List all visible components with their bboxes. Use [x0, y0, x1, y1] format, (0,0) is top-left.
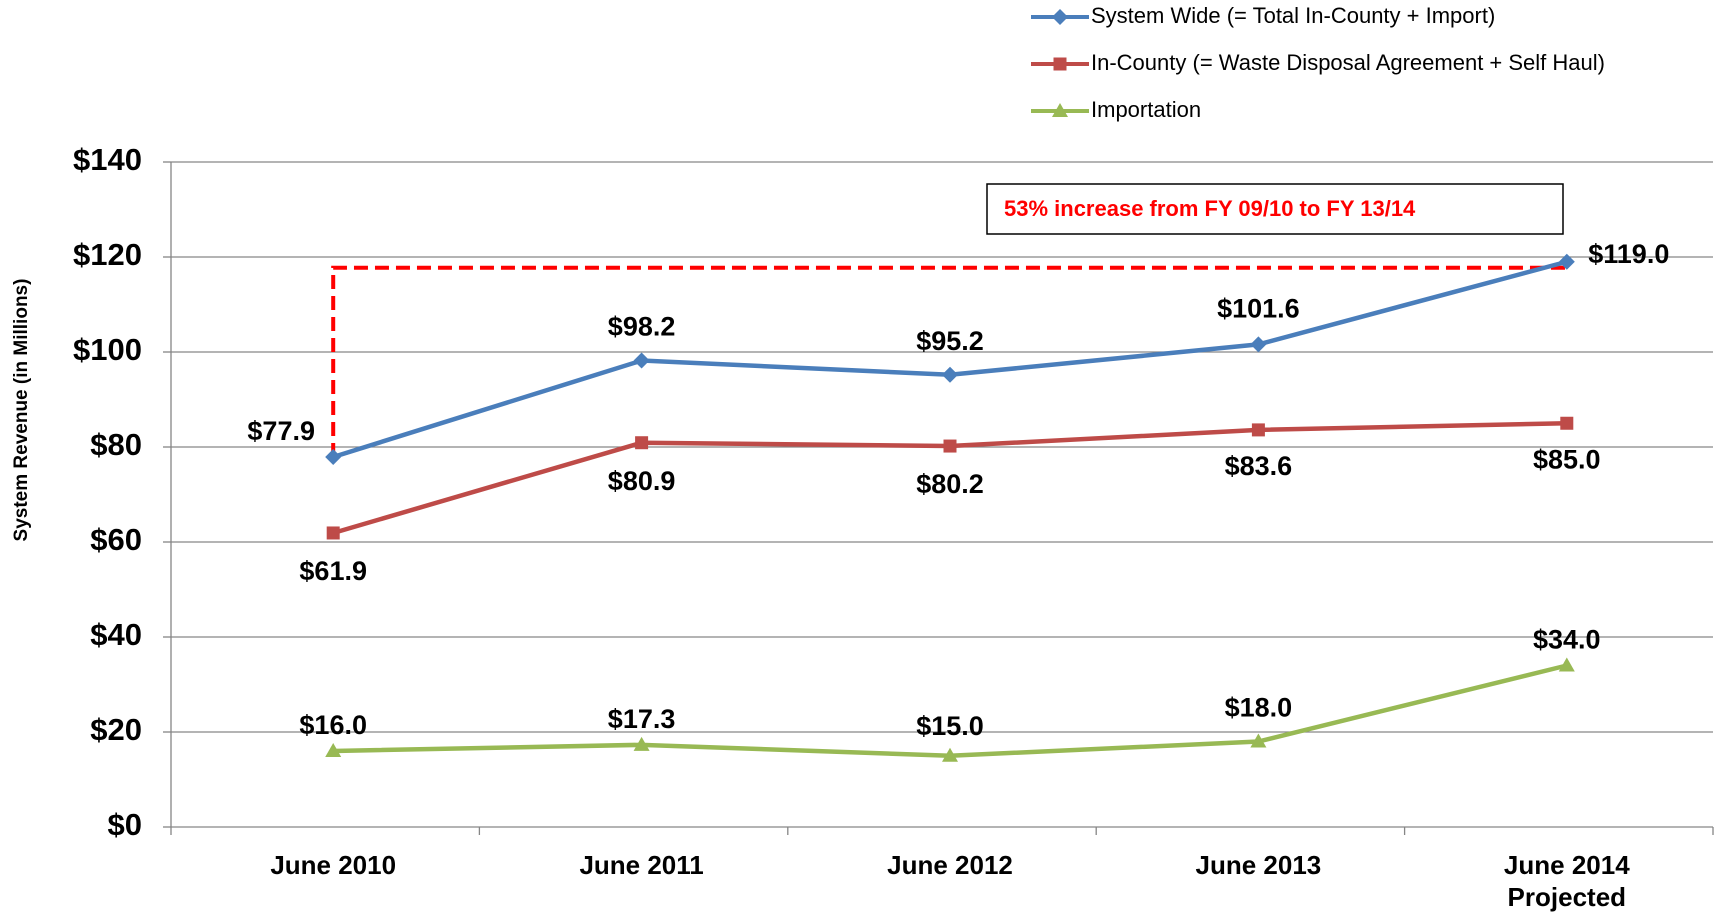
y-axis-title: System Revenue (in Millions)	[11, 279, 32, 542]
legend-label: System Wide (= Total In-County + Import)	[1091, 3, 1495, 28]
data-label: $34.0	[1533, 625, 1601, 655]
annotation-bracket	[331, 265, 1567, 457]
marker	[326, 526, 340, 540]
data-label: $16.0	[299, 710, 367, 740]
data-label: $61.9	[299, 556, 367, 586]
marker	[942, 366, 958, 383]
marker	[1250, 733, 1267, 748]
x-tick-label: June 2012	[887, 850, 1013, 880]
legend-label: Importation	[1091, 97, 1201, 122]
data-label: $98.2	[608, 312, 676, 342]
data-label: $83.6	[1225, 451, 1293, 481]
marker	[635, 436, 649, 450]
x-tick-label: June 2013	[1195, 850, 1322, 880]
y-tick-label: $140	[73, 142, 142, 177]
data-label: $80.2	[916, 469, 984, 499]
data-label: $15.0	[916, 711, 984, 741]
data-label: $77.9	[247, 416, 315, 446]
data-label: $101.6	[1217, 294, 1300, 324]
y-tick-label: $100	[73, 332, 142, 367]
marker	[1560, 416, 1574, 430]
legend-label: In-County (= Waste Disposal Agreement + …	[1091, 50, 1605, 75]
marker	[1052, 103, 1068, 117]
y-tick-label: $80	[90, 427, 142, 462]
marker	[1558, 657, 1575, 672]
data-label: $80.9	[608, 466, 676, 496]
y-tick-label: $120	[73, 237, 142, 272]
marker	[633, 736, 650, 751]
data-label: $18.0	[1225, 693, 1293, 723]
annotation-box	[986, 183, 1564, 235]
marker	[325, 448, 342, 465]
y-tick-label: $60	[90, 522, 142, 557]
marker	[1052, 9, 1068, 25]
marker	[325, 743, 342, 757]
marker	[942, 747, 958, 762]
marker	[1250, 336, 1267, 353]
annotation: 53% increase from FY 09/10 to FY 13/14	[1004, 196, 1416, 221]
x-tick-label: June 2010	[270, 850, 397, 880]
y-tick-label: $20	[90, 712, 142, 747]
x-tick-label: June 2014 Projected	[1503, 850, 1630, 912]
data-label: $85.0	[1533, 444, 1601, 474]
marker	[1251, 423, 1265, 437]
marker	[1053, 57, 1067, 71]
marker	[1558, 253, 1575, 270]
x-tick-label: June 2011	[579, 850, 704, 880]
marker	[943, 439, 957, 453]
data-label: $17.3	[608, 704, 676, 734]
data-label: $119.0	[1588, 239, 1669, 269]
marker	[633, 352, 650, 369]
data-label: $95.2	[916, 326, 984, 356]
y-tick-label: $40	[90, 617, 142, 652]
y-tick-label: $0	[108, 807, 142, 842]
